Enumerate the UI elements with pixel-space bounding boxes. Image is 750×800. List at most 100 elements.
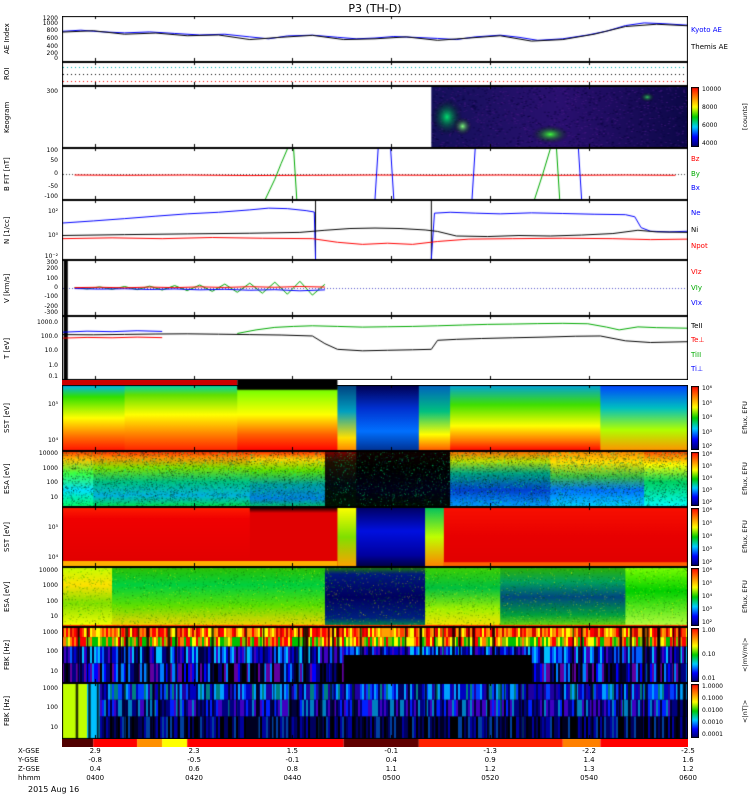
panel-ae-canvas [62,16,688,62]
colorbar-tick: 0.0100 [702,708,723,714]
ytick-label: 1000 [43,21,58,27]
colorbar-tick: 10⁴ [702,594,712,600]
panel-esa_electron-canvas [62,567,688,627]
panel-stack: AE Index 1200 1000 800 600 400 200 0 Kyoto AE The… [0,16,750,747]
panel-moment_flags-right [688,739,750,747]
panel-moment_flags [0,739,750,747]
panel-density-plot [62,200,688,260]
axis-value: 0540 [580,774,598,782]
ytick-label: 10000 [39,568,58,574]
colorbar-tick: 4000 [702,141,717,147]
panel-fbk_b-yticks: 1000 100 10 [16,683,60,739]
panel-temperature-plot [62,316,688,380]
colorbar-tick: 10⁵ [702,521,712,527]
colorbar-label-esa_ion: Eflux, EFU [741,451,750,507]
ytick-label: 1000 [43,630,58,636]
axis-value: 0.4 [90,765,101,773]
ytick-label: 10 [50,495,58,501]
panel-esa_ion-canvas [62,451,688,507]
trace-label-by: By [691,171,700,178]
panel-bfit-ylabel: B FIT [nT] [1,148,14,200]
panel-temperature-yticks: 1000.0 100.0 10.0 1.0 0.1 [16,316,60,380]
panel-bfit: B FIT [nT] 100 50 0 -50 -100 Bz By Bx [0,148,750,200]
panel-bfit-right: Bz By Bx [688,148,750,200]
panel-roi-ylabel: ROI [1,62,14,86]
trace-label-themis-ae: Themis AE [691,44,728,51]
axis-value: -0.1 [286,756,300,764]
panel-roi-right [688,62,750,86]
axis-value: 1.2 [485,765,496,773]
ytick-label: 800 [47,28,58,34]
ytick-label: 100 [47,705,58,711]
ytick-label: -100 [44,294,58,300]
axis-value: 1.6 [682,756,693,764]
ytick-label: 200 [47,266,58,272]
axis-value: 0440 [283,774,301,782]
trace-label-teii: TeII [691,323,703,330]
axis-value: 2.9 [90,747,101,755]
ytick-label: 10000 [39,451,58,457]
panel-keogram-right: 10000 8000 6000 4000 [counts] [688,86,750,148]
colorbar-tick: 10² [702,500,712,506]
trace-label-te-: Te⊥ [691,337,705,344]
colorbar-label-fbk_e: <|mV/m|> [741,627,750,683]
panel-esa_ion-right: 10⁶ 10⁵ 10⁴ 10³ 10² Eflux, EFU [688,451,750,507]
panel-keogram-canvas [62,86,688,148]
axis-value: 0.8 [287,765,298,773]
panel-roi: ROI [0,62,750,86]
panel-roi-yticks [16,62,60,86]
colorbar-tick: 10³ [702,547,712,553]
axis-value: 1.3 [584,765,595,773]
panel-fbk_b-ylabel: FBK [Hz] [1,683,14,739]
colorbar-tick: 10⁴ [702,476,712,482]
ytick-label: 1000.0 [37,320,58,326]
panel-ae-ylabel: AE Index [1,16,14,62]
panel-ae: AE Index 1200 1000 800 600 400 200 0 Kyoto AE The… [0,16,750,62]
axis-value: -0.1 [384,747,398,755]
panel-sst_electron-canvas [62,507,688,567]
axis-value: 0520 [481,774,499,782]
axis-value: 1.1 [386,765,397,773]
trace-label-bx: Bx [691,185,700,192]
panel-fbk_e-yticks: 1000 100 10 [16,627,60,683]
panel-moment_flags-canvas [62,739,688,747]
ytick-label: 600 [47,36,58,42]
colorbar-tick: 10⁴ [702,534,712,540]
colorbar-tick: 1.0000 [702,684,723,690]
colorbar-tick: 6000 [702,123,717,129]
axis-value: 0420 [185,774,203,782]
axis-value: 0400 [86,774,104,782]
ytick-label: 0 [54,171,58,177]
colorbar-tick: 1.00 [702,628,715,634]
panel-sst_electron-right: 10⁶ 10⁵ 10⁴ 10³ 10² Eflux, EFU [688,507,750,567]
ytick-label: 100 [47,148,58,154]
colorbar-tick: 0.01 [702,676,715,682]
axis-value: -1.3 [483,747,497,755]
colorbar-tick: 10⁶ [702,452,712,458]
ytick-label: 10 [50,614,58,620]
panel-esa_ion-yticks: 10000 1000 100 10 [16,451,60,507]
panel-fbk_b-plot [62,683,688,739]
colorbar-tick: 10⁵ [702,464,712,470]
axis-value: 0.9 [485,756,496,764]
colorbar-tick: 10³ [702,607,712,613]
panel-velocity: V [km/s] 300 200 100 0 -100 -200 -300 VIz VIy VIx [0,260,750,316]
panel-fbk_e-ylabel: FBK [Hz] [1,627,14,683]
panel-esa_ion-ylabel: ESA [eV] [1,451,14,507]
panel-keogram-yticks: 300 [16,86,60,148]
panel-ae-right: Kyoto AE Themis AE [688,16,750,62]
ytick-label: 50 [50,158,58,164]
colorbar-tick: 0.0001 [702,732,723,738]
axis-value: 0.4 [386,756,397,764]
colorbar-tick: 10⁶ [702,568,712,574]
panel-sst_ion: SST [eV] 10⁵ 10⁴ 10⁶ 10⁵ 10⁴ 10³ 10² Eflux, EFU [0,385,750,451]
colorbar-label-sst_electron: Eflux, EFU [741,507,750,567]
axis-value: 0600 [679,774,697,782]
colorbar-tick: 10⁴ [702,415,712,421]
colorbar-label-sst_ion: Eflux, EFU [741,385,750,451]
colorbar-tick: 10³ [702,430,712,436]
axis-row-label: X-GSE [18,747,40,755]
colorbar-tick: 10⁶ [702,508,712,514]
panel-sst_ion-ylabel: SST [eV] [1,385,14,451]
panel-roi-plot [62,62,688,86]
